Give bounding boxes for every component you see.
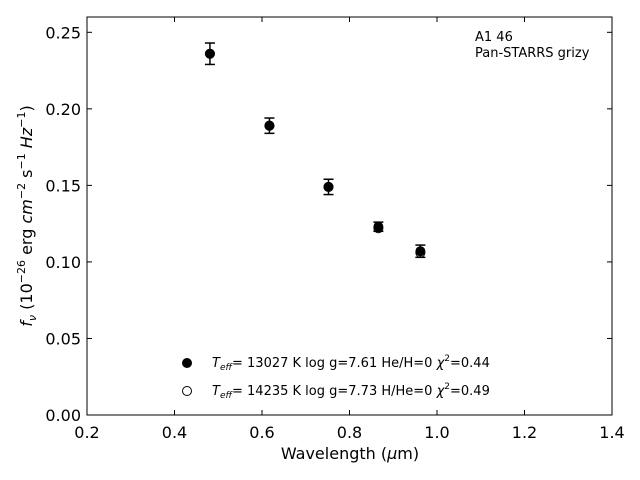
- x-tick-label: 1.0: [424, 423, 449, 442]
- x-axis-label: Wavelength (μm): [281, 444, 419, 463]
- annotation-object: A1 46: [475, 30, 513, 45]
- y-tick-label: 0.20: [45, 100, 81, 119]
- y-tick-label: 0.00: [45, 406, 81, 425]
- y-tick-label: 0.25: [45, 23, 81, 42]
- observed-point: [373, 221, 384, 232]
- y-tick-label: 0.10: [45, 253, 81, 272]
- y-axis-label: fν (10−26 erg cm−2 s−1 Hz−1): [15, 105, 39, 326]
- observed-point: [204, 48, 215, 59]
- observed-point: [323, 181, 334, 192]
- x-tick-label: 0.2: [74, 423, 99, 442]
- x-tick-label: 1.4: [599, 423, 624, 442]
- y-tick-label: 0.15: [45, 176, 81, 195]
- annotation-survey: Pan-STARRS grizy: [475, 46, 590, 61]
- y-axis-tick-labels: 0.00 0.05 0.10 0.15 0.20 0.25: [45, 23, 81, 425]
- y-tick-label: 0.05: [45, 329, 81, 348]
- legend-entry: Teff= 13027 K log g=7.61 He/H=0 χ2=0.44: [212, 354, 490, 373]
- observed-point: [415, 246, 426, 257]
- x-tick-label: 0.4: [162, 423, 187, 442]
- observed-point: [264, 120, 275, 131]
- legend-marker-open: [182, 386, 192, 396]
- legend: Teff= 13027 K log g=7.61 He/H=0 χ2=0.44 …: [182, 354, 490, 401]
- x-tick-label: 0.6: [249, 423, 274, 442]
- x-axis-ticks: [86, 17, 613, 415]
- x-tick-label: 1.2: [512, 423, 537, 442]
- x-tick-label: 0.8: [337, 423, 362, 442]
- legend-entry: Teff= 14235 K log g=7.73 H/He=0 χ2=0.49: [212, 382, 490, 401]
- y-axis-ticks: [87, 31, 612, 416]
- x-axis-tick-labels: 0.2 0.4 0.6 0.8 1.0 1.2 1.4: [74, 423, 624, 442]
- series-filled-circles: [204, 42, 426, 259]
- series-open-circles: [204, 48, 426, 258]
- legend-marker-filled: [182, 358, 192, 368]
